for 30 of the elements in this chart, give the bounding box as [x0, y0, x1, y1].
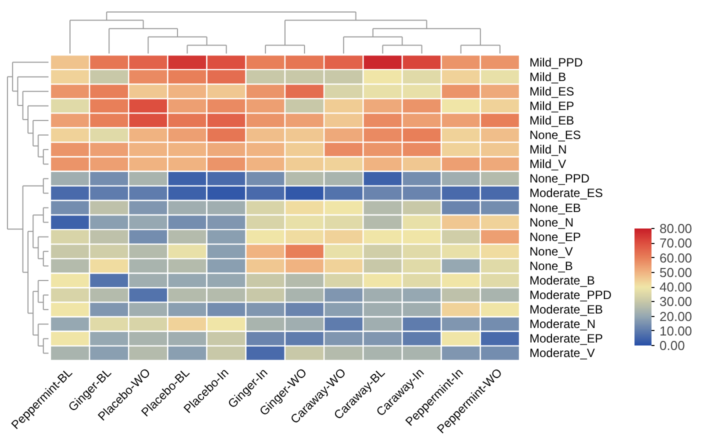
y-tick-label: Moderate_V	[530, 346, 595, 360]
color-bar-label: 20.00	[660, 308, 692, 324]
y-tick-label: None_V	[530, 244, 573, 258]
y-tick-label: Mild_ES	[530, 84, 574, 98]
color-bar-label: 10.00	[660, 323, 692, 338]
y-tick-label: Mild_EB	[530, 113, 574, 128]
y-tick-label: Mild_B	[530, 70, 566, 84]
color-bar-label: 30.00	[660, 294, 692, 310]
color-bar-label: 0.00	[660, 338, 685, 353]
y-tick-label: None_B	[530, 258, 573, 273]
y-tick-label: Moderate_ES	[530, 186, 603, 200]
y-tick-label: Moderate_PPD	[530, 288, 612, 302]
y-tick-label: Moderate_EP	[530, 332, 603, 346]
y-tick-label: Mild_N	[530, 142, 567, 157]
y-tick-label: Mild_EP	[530, 98, 574, 113]
y-tick-label: None_EB	[530, 200, 581, 215]
color-bar-label: 50.00	[660, 264, 692, 280]
y-tick-label: Moderate_EB	[530, 302, 603, 317]
y-tick-label: Moderate_N	[530, 317, 596, 332]
y-tick-label: None_EP	[530, 230, 581, 244]
y-tick-label: Mild_V	[530, 157, 566, 172]
y-tick-label: None_PPD	[530, 172, 590, 186]
y-tick-label: Mild_PPD	[530, 55, 584, 70]
y-tick-label: Moderate_B	[530, 273, 595, 288]
color-bar-label: 40.00	[660, 280, 692, 294]
color-bar-label: 60.00	[660, 250, 692, 266]
color-bar-label: 80.00	[660, 221, 692, 236]
y-tick-label: None_N	[530, 215, 574, 230]
color-bar-label: 70.00	[660, 236, 692, 251]
y-tick-label: None_ES	[530, 128, 581, 142]
